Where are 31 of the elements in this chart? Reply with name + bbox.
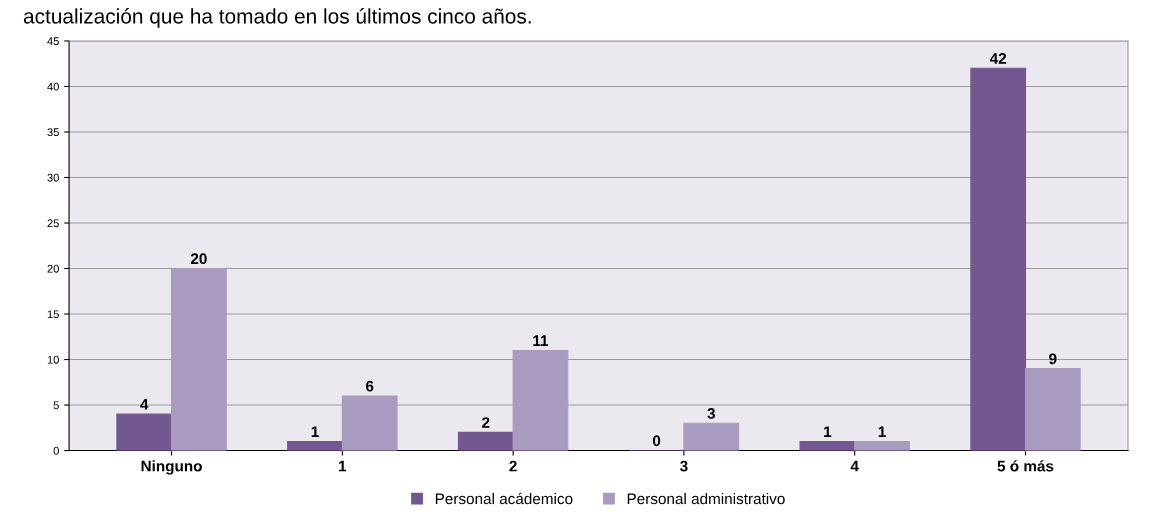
- data-label: 2: [482, 417, 490, 428]
- data-label: 6: [365, 380, 374, 392]
- x-tick-label: 3: [680, 460, 688, 472]
- x-tick-label: Ninguno: [141, 460, 202, 475]
- x-tick-label: 1: [339, 460, 347, 472]
- data-label: 20: [190, 253, 207, 265]
- data-label: 9: [1049, 353, 1057, 365]
- y-tick-label: 10: [47, 355, 59, 364]
- data-label: 1: [878, 426, 886, 437]
- data-label: 1: [824, 426, 832, 437]
- y-tick-label: 35: [47, 128, 59, 137]
- y-tick-label: 45: [47, 37, 59, 46]
- x-tick-label: 4: [850, 460, 859, 472]
- x-tick-label: 2: [509, 460, 517, 472]
- legend-label: Personal administrativo: [627, 492, 785, 505]
- data-label: 1: [311, 426, 319, 437]
- y-tick-label: 15: [47, 310, 59, 319]
- chart-title: actualización que ha tomado en los últimos cinco años.: [23, 8, 531, 28]
- data-label: 11: [533, 335, 549, 346]
- y-tick-label: 0: [53, 446, 59, 455]
- data-label: 42: [989, 53, 1007, 64]
- y-tick-label: 40: [47, 82, 59, 91]
- y-tick-label: 5: [53, 401, 59, 410]
- y-tick-label: 20: [47, 264, 59, 273]
- y-tick-label: 25: [47, 219, 59, 228]
- legend-label: Personal acádemico: [435, 492, 573, 505]
- data-label: 3: [707, 408, 715, 419]
- data-label: 4: [140, 399, 149, 410]
- data-label: 0: [652, 435, 661, 447]
- y-tick-label: 30: [47, 173, 59, 182]
- x-tick-label: 5 ó más: [997, 460, 1054, 472]
